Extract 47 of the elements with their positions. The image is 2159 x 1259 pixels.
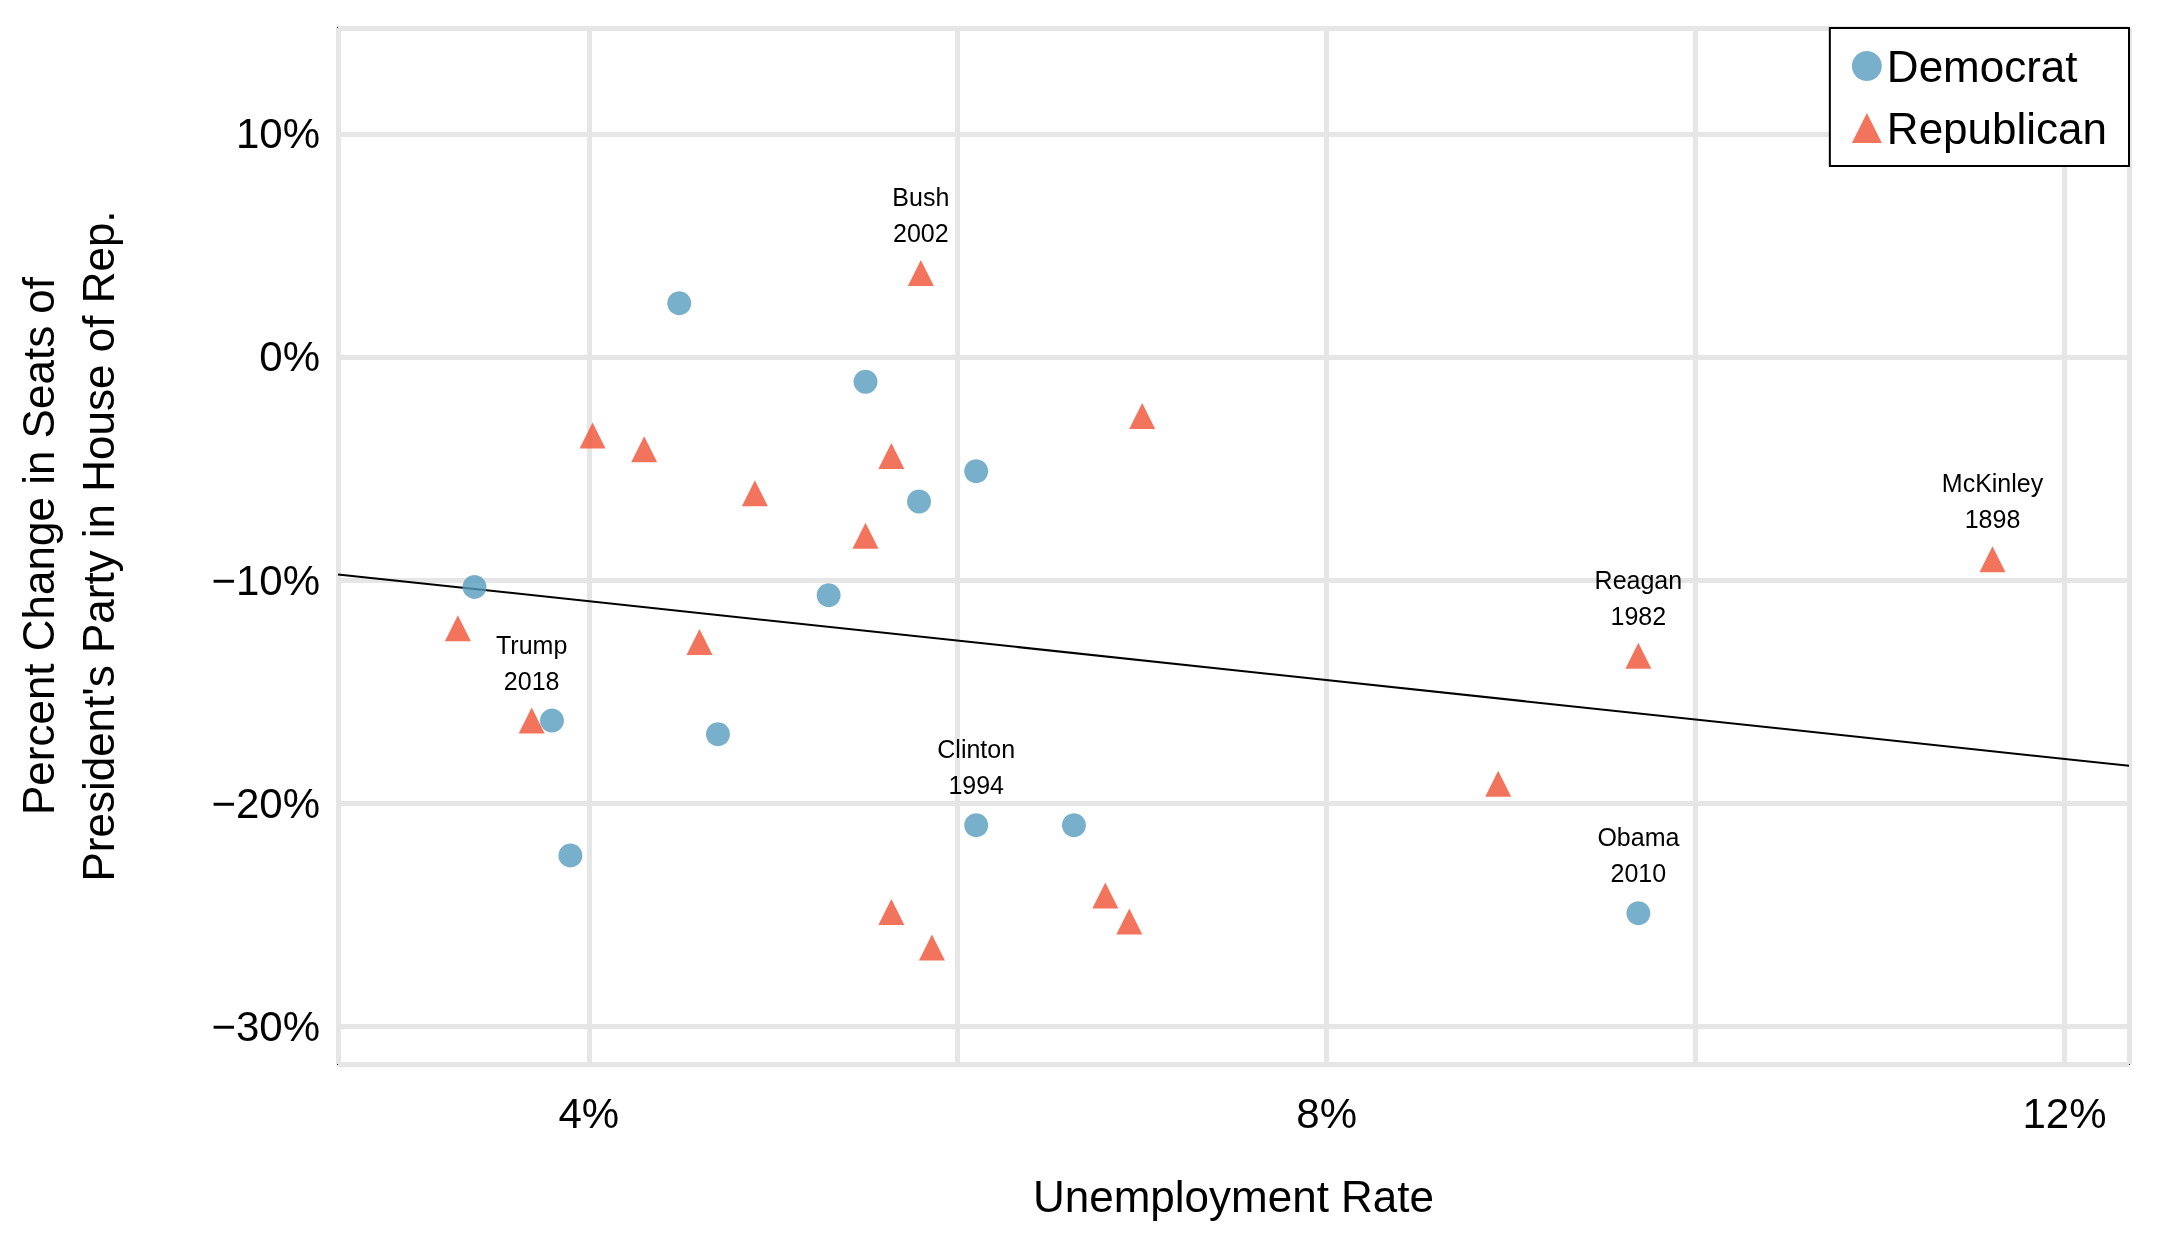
annotation: Reagan 1982 [1594,565,1683,630]
legend-label: Republican [1886,103,2108,153]
point [1092,882,1119,909]
x-tick-label: 4% [558,1089,620,1137]
point [667,291,692,316]
y-tick-label: −30% [211,1002,320,1050]
point [1625,642,1652,669]
x-tick-label: 12% [2022,1089,2107,1137]
annotation: McKinley 1898 [1941,469,2044,534]
point [1485,770,1512,797]
y-tick-label: 10% [235,110,320,158]
point [878,898,905,925]
point [462,574,487,599]
x-axis-title: Unemployment Rate [1032,1171,1435,1221]
point [852,522,879,549]
point [518,707,545,734]
point [964,813,989,838]
point [686,629,713,656]
point [705,722,730,747]
annotation: Clinton 1994 [937,735,1016,800]
point [741,480,768,507]
annotation: Bush 2002 [892,182,950,247]
y-tick-label: 0% [259,333,320,381]
y-tick-label: −10% [211,556,320,604]
point [1626,901,1651,926]
point [816,583,841,608]
point [1979,546,2006,573]
y-tick-label: −20% [211,779,320,827]
annotation: Obama 2010 [1597,823,1680,888]
point [444,615,471,642]
point [907,259,934,286]
point [918,934,945,961]
point [1129,403,1156,430]
point [964,459,989,484]
point [539,708,564,733]
y-axis-title: Percent Change in Seats of President's Party in House of Rep. [13,210,123,882]
point [878,443,905,470]
point [1116,908,1143,935]
point [907,489,932,514]
point [579,422,606,449]
point [631,436,658,463]
point [853,369,878,394]
x-tick-label: 8% [1296,1089,1357,1137]
point [558,843,583,868]
annotation: Trump 2018 [496,630,568,695]
point [1061,813,1086,838]
legend-label: Democrat [1886,41,2078,91]
